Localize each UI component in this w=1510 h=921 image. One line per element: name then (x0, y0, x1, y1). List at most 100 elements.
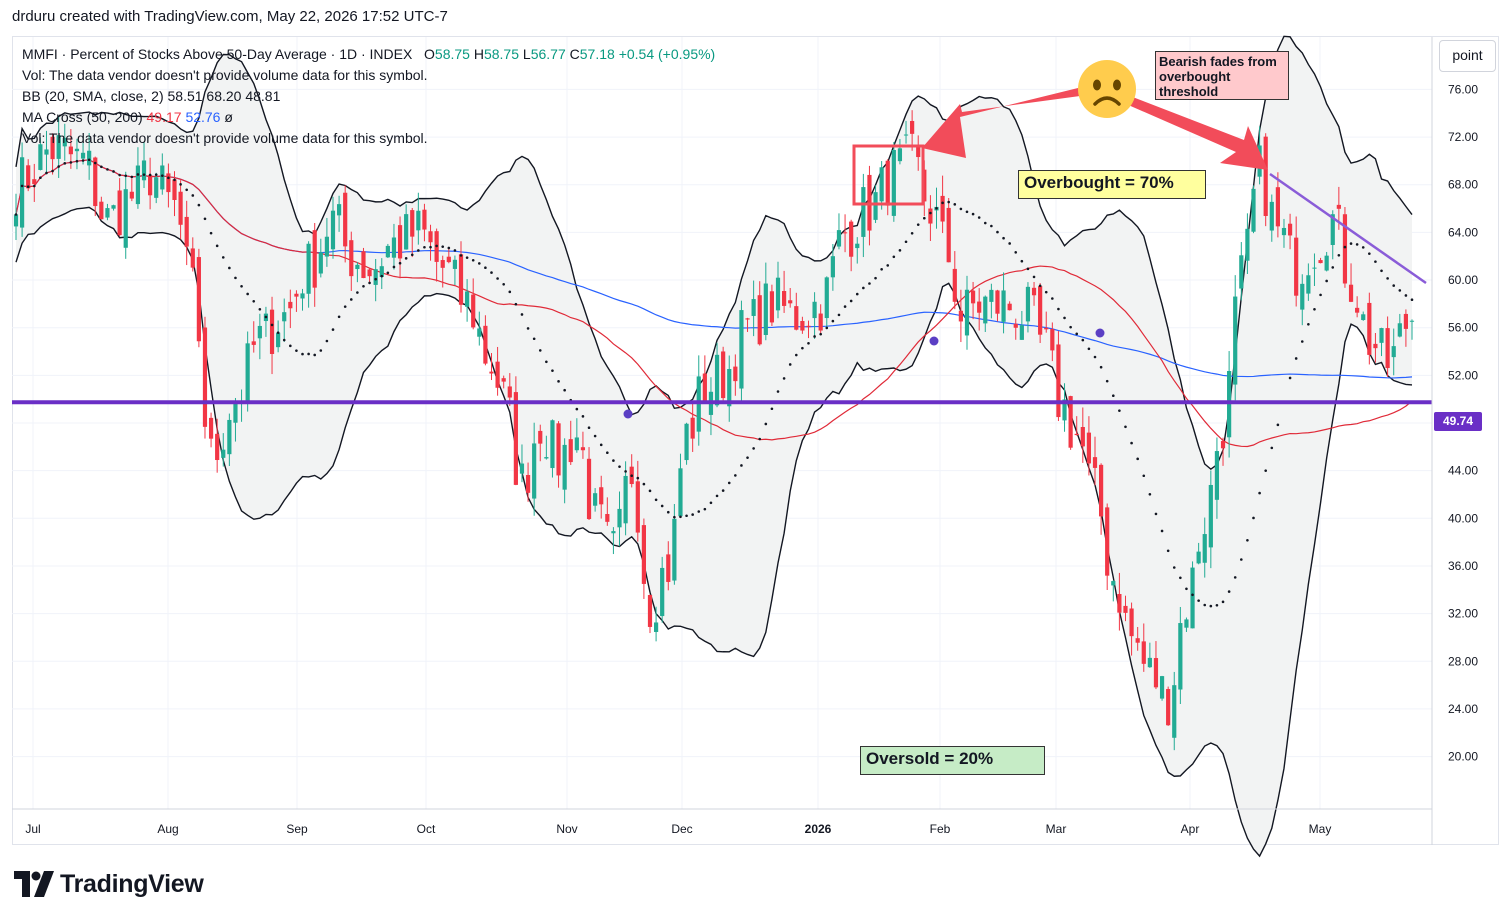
candle (50, 133, 55, 175)
bb-basis-point (1099, 365, 1103, 369)
candle (593, 488, 598, 512)
candle (1312, 253, 1317, 286)
candle (178, 180, 183, 240)
bb-basis-point (380, 274, 384, 278)
candle-body (1251, 188, 1256, 232)
bb-basis-point (1197, 599, 1200, 602)
candle (202, 316, 208, 439)
candle (550, 419, 555, 478)
bb-basis-point (478, 262, 481, 265)
candle-body (1367, 302, 1372, 355)
candle-body (324, 236, 329, 257)
candle-body (105, 208, 110, 218)
bb-basis-point (1227, 590, 1231, 593)
candle-body (1342, 214, 1348, 284)
x-tick-label: Mar (1046, 822, 1067, 836)
bb-basis-point (295, 349, 298, 352)
candle (928, 195, 933, 241)
y-tick-label: 76.00 (1448, 82, 1478, 96)
scale-mode-button[interactable]: point (1439, 40, 1496, 72)
candle-body (1044, 327, 1049, 330)
candle (208, 412, 214, 448)
candle-body (532, 443, 537, 499)
bb-fill (16, 36, 1412, 857)
bb-basis-point (142, 173, 146, 176)
candle-body (391, 237, 397, 258)
candle-body (1001, 290, 1006, 322)
candle (324, 217, 329, 267)
bb-basis-point (868, 282, 871, 285)
candle-body (519, 463, 525, 474)
candle-body (1287, 223, 1293, 236)
candle (1178, 606, 1183, 705)
candle-body (617, 508, 622, 528)
candle (391, 223, 397, 270)
legend-title-row: MMFI · Percent of Stocks Above 50-Day Av… (22, 44, 715, 65)
candle-body (977, 301, 982, 313)
bb-basis-point (685, 514, 688, 518)
bb-basis-point (173, 178, 176, 182)
bb-basis-point (215, 244, 219, 248)
bb-basis-point (1246, 539, 1249, 542)
bb-basis-point (910, 231, 914, 235)
candle (306, 241, 311, 308)
candle-body (361, 251, 366, 279)
candle-body (1159, 676, 1165, 699)
bb-basis-point (648, 489, 652, 493)
bb-basis-point (471, 258, 475, 262)
candle-body (1031, 287, 1037, 296)
candle (586, 447, 592, 520)
candle-body (208, 417, 214, 439)
y-tick-label: 20.00 (1448, 750, 1478, 764)
bb-basis-point (1014, 251, 1018, 254)
candle (788, 288, 793, 308)
bb-basis-point (904, 240, 908, 244)
bb-basis-point (234, 276, 237, 280)
candle-body (154, 177, 159, 198)
candle-body (983, 296, 988, 324)
legend-high: 58.75 (483, 46, 520, 62)
candle-body (1391, 346, 1396, 358)
tradingview-logo: TradingView (14, 868, 204, 900)
candle-body (1208, 484, 1213, 548)
bb-basis-point (679, 515, 682, 519)
candle (1269, 194, 1274, 242)
candle (1294, 216, 1299, 307)
candle-body (885, 160, 890, 206)
legend-change: +0.54 (+0.95%) (618, 46, 716, 62)
candle (861, 173, 866, 258)
bb-basis-point (1069, 325, 1072, 329)
candle-body (306, 243, 311, 294)
bb-basis-point (953, 203, 957, 206)
candle-body (379, 266, 384, 277)
candle-body (1129, 608, 1134, 637)
candle (885, 159, 890, 216)
candle-body (745, 318, 750, 320)
bearish-note: Bearish fades from overbought threshold (1155, 51, 1289, 100)
candle (477, 311, 482, 346)
candle-body (184, 216, 189, 247)
bb-basis-point (855, 292, 859, 296)
candle (1409, 319, 1415, 340)
candle (428, 224, 433, 261)
candle-body (1190, 567, 1195, 629)
bb-basis-point (130, 175, 134, 179)
ma-cross-marker (929, 336, 939, 346)
candle (422, 203, 427, 242)
chart-frame (12, 36, 1499, 845)
bb-basis-point (1264, 469, 1267, 472)
bb-basis-point (1331, 266, 1335, 269)
candle (647, 594, 653, 634)
ma-cross-marker (1095, 328, 1105, 338)
bb-basis-point (1105, 379, 1109, 383)
candle-body (1111, 581, 1116, 586)
bb-basis-point (673, 515, 676, 519)
candle (751, 280, 756, 337)
candle (221, 433, 226, 467)
y-tick-label: 72.00 (1448, 130, 1478, 144)
arrow-to-high-1 (922, 88, 1080, 158)
candle (977, 288, 982, 331)
candle (1245, 213, 1250, 274)
candle (501, 375, 506, 389)
